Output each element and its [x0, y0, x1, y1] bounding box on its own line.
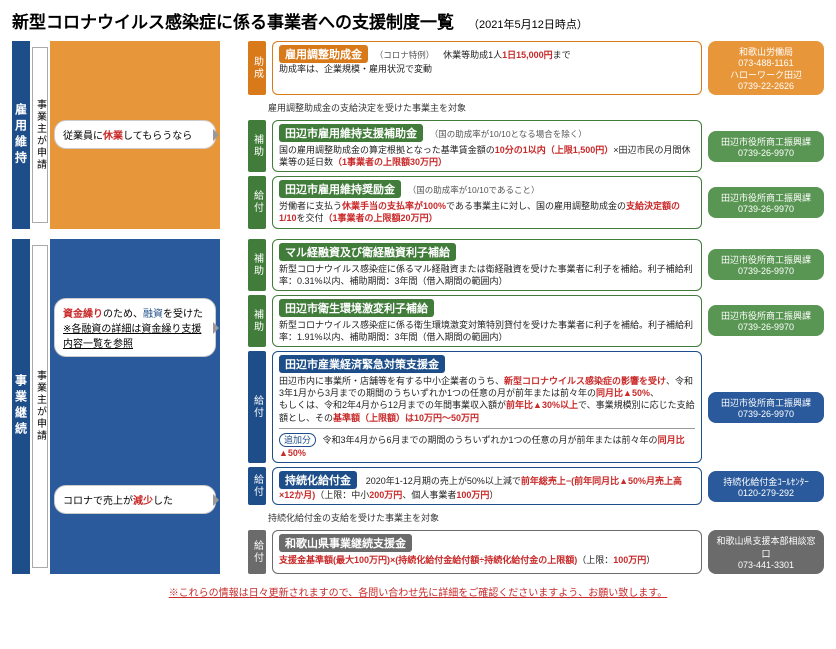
card-body: 国の雇用調整助成金の算定根拠となった基準賃金額の10分の1以内（上限1,500円…	[279, 144, 695, 168]
card-row: 給付 田辺市雇用維持奨励金 （国の助成率が10/10であること） 労働者に支払う…	[248, 176, 824, 228]
tag: 補助	[248, 295, 266, 347]
card-title: 持続化給付金	[279, 471, 357, 489]
contact-box: 田辺市役所商工振興課0739-26-9970	[708, 249, 824, 280]
contact-box: 田辺市役所商工振興課0739-26-9970	[708, 392, 824, 423]
card-body: 新型コロナウイルス感染症に係る衛生環境激変対策特別貸付を受けた事業者に利子を補給…	[279, 319, 695, 343]
section-continuity: 事業継続 事業主が申請 資金繰りのため、融資を受けた※各融資の詳細は資金繰り支援…	[12, 239, 824, 575]
cards-col: 助成 雇用調整助成金 （コロナ特例） 休業等助成1人1日15,000円まで助成率…	[220, 41, 824, 229]
subheading: 雇用調整助成金の支給決定を受けた事業主を対象	[268, 101, 824, 114]
card: 和歌山県事業継続支援金 支援金基準額(最大100万円)×(持続化給付金給付額÷持…	[272, 530, 702, 574]
condition-col: 資金繰りのため、融資を受けた※各融資の詳細は資金繰り支援内容一覧を参照 コロナで…	[50, 239, 220, 575]
condition-box: 資金繰りのため、融資を受けた※各融資の詳細は資金繰り支援内容一覧を参照	[54, 298, 216, 357]
card: マル経融資及び衛経融資利子補給 新型コロナウイルス感染症に係るマル経融資または衛…	[272, 239, 702, 291]
applicant-label: 事業主が申請	[32, 245, 48, 569]
card-row: 給付 持続化給付金 2020年1-12月期の売上が50%以上減で前年総売上−(前…	[248, 467, 824, 505]
tag: 給付	[248, 530, 266, 574]
section-employment: 雇用維持 事業主が申請 従業員に休業してもらうなら 助成 雇用調整助成金 （コロ…	[12, 41, 824, 229]
section-label: 雇用維持	[12, 41, 30, 229]
card-title: 田辺市雇用維持支援補助金	[279, 124, 423, 142]
tag: 給付	[248, 467, 266, 505]
applicant-label: 事業主が申請	[32, 47, 48, 223]
tag: 補助	[248, 239, 266, 291]
card-row: 給付 田辺市産業経済緊急対策支援金 田辺市内に事業所・店舗等を有する中小企業者の…	[248, 351, 824, 463]
contact-box: 和歌山労働局073-488-1161ハローワーク田辺0739-22-2626	[708, 41, 824, 95]
tag-subsidy: 助成	[248, 41, 266, 95]
contact-box: 田辺市役所商工振興課0739-26-9970	[708, 131, 824, 162]
condition-box: コロナで売上が減少した	[54, 485, 216, 514]
cards-col: 補助 マル経融資及び衛経融資利子補給 新型コロナウイルス感染症に係るマル経融資ま…	[220, 239, 824, 575]
card-subtitle: （国の助成率が10/10であること）	[408, 185, 540, 195]
tag-benefit: 給付	[248, 176, 266, 228]
card: 田辺市衛生環境激変利子補給 新型コロナウイルス感染症に係る衛生環境激変対策特別貸…	[272, 295, 702, 347]
header: 新型コロナウイルス感染症に係る事業者への支援制度一覧 （2021年5月12日時点…	[12, 8, 824, 33]
as-of-date: （2021年5月12日時点）	[468, 16, 588, 32]
section-label: 事業継続	[12, 239, 30, 575]
disclaimer: ※これらの情報は日々更新されますので、各問い合わせ先に詳細をご確認くださいますよ…	[12, 584, 824, 599]
contact-box: 田辺市役所商工振興課0739-26-9970	[708, 305, 824, 336]
card: 田辺市産業経済緊急対策支援金 田辺市内に事業所・店舗等を有する中小企業者のうち、…	[272, 351, 702, 463]
card-title: 田辺市雇用維持奨励金	[279, 180, 401, 198]
addon-text: 令和3年4月から6月までの期間のうちいずれか1つの任意の月が前年または前々年の同…	[279, 435, 685, 458]
contact-box: 持続化給付金ｺｰﾙｾﾝﾀｰ0120-279-292	[708, 471, 824, 502]
card-subtitle: （国の助成率が10/10となる場合を除く）	[430, 129, 587, 139]
card: 田辺市雇用維持奨励金 （国の助成率が10/10であること） 労働者に支払う休業手…	[272, 176, 702, 228]
card-row: 補助 田辺市衛生環境激変利子補給 新型コロナウイルス感染症に係る衛生環境激変対策…	[248, 295, 824, 347]
subheading: 持続化給付金の支給を受けた事業主を対象	[268, 511, 824, 524]
contact-box: 田辺市役所商工振興課0739-26-9970	[708, 187, 824, 218]
card-row: 給付 和歌山県事業継続支援金 支援金基準額(最大100万円)×(持続化給付金給付…	[248, 530, 824, 574]
condition-col: 従業員に休業してもらうなら	[50, 41, 220, 229]
card-row: 補助 田辺市雇用維持支援補助金 （国の助成率が10/10となる場合を除く） 国の…	[248, 120, 824, 172]
card-title: 田辺市衛生環境激変利子補給	[279, 299, 434, 317]
card-body: 支援金基準額(最大100万円)×(持続化給付金給付額÷持続化給付金の上限額)（上…	[279, 554, 695, 566]
card-row: 助成 雇用調整助成金 （コロナ特例） 休業等助成1人1日15,000円まで助成率…	[248, 41, 824, 95]
card: 持続化給付金 2020年1-12月期の売上が50%以上減で前年総売上−(前年同月…	[272, 467, 702, 505]
card-body: 田辺市内に事業所・店舗等を有する中小企業者のうち、新型コロナウイルス感染症の影響…	[279, 375, 695, 424]
tag-aid: 補助	[248, 120, 266, 172]
card-title: 和歌山県事業継続支援金	[279, 534, 412, 552]
page-title: 新型コロナウイルス感染症に係る事業者への支援制度一覧	[12, 8, 454, 33]
card: 雇用調整助成金 （コロナ特例） 休業等助成1人1日15,000円まで助成率は、企…	[272, 41, 702, 95]
card-title: 田辺市産業経済緊急対策支援金	[279, 355, 445, 373]
card: 田辺市雇用維持支援補助金 （国の助成率が10/10となる場合を除く） 国の雇用調…	[272, 120, 702, 172]
card-row: 補助 マル経融資及び衛経融資利子補給 新型コロナウイルス感染症に係るマル経融資ま…	[248, 239, 824, 291]
card-body: 労働者に支払う休業手当の支払率が100%である事業主に対し、国の雇用調整助成金の…	[279, 200, 695, 224]
card-subtitle: （コロナ特例）	[375, 50, 435, 60]
addon-badge: 追加分	[279, 433, 316, 447]
tag: 給付	[248, 351, 266, 463]
card-body: 新型コロナウイルス感染症に係るマル経融資または衛経融資を受けた事業者に利子を補給…	[279, 263, 695, 287]
card-body-addon: 追加分 令和3年4月から6月までの期間のうちいずれか1つの任意の月が前年または前…	[279, 433, 695, 459]
contact-box: 和歌山県支援本部相談窓口073-441-3301	[708, 530, 824, 574]
condition-box: 従業員に休業してもらうなら	[54, 120, 216, 149]
card-title: マル経融資及び衛経融資利子補給	[279, 243, 456, 261]
card-title: 雇用調整助成金	[279, 45, 368, 63]
